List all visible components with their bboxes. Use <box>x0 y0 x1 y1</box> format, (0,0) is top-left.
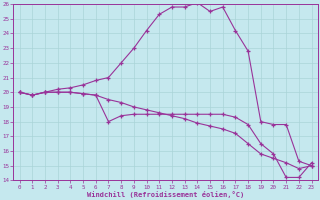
X-axis label: Windchill (Refroidissement éolien,°C): Windchill (Refroidissement éolien,°C) <box>87 191 244 198</box>
